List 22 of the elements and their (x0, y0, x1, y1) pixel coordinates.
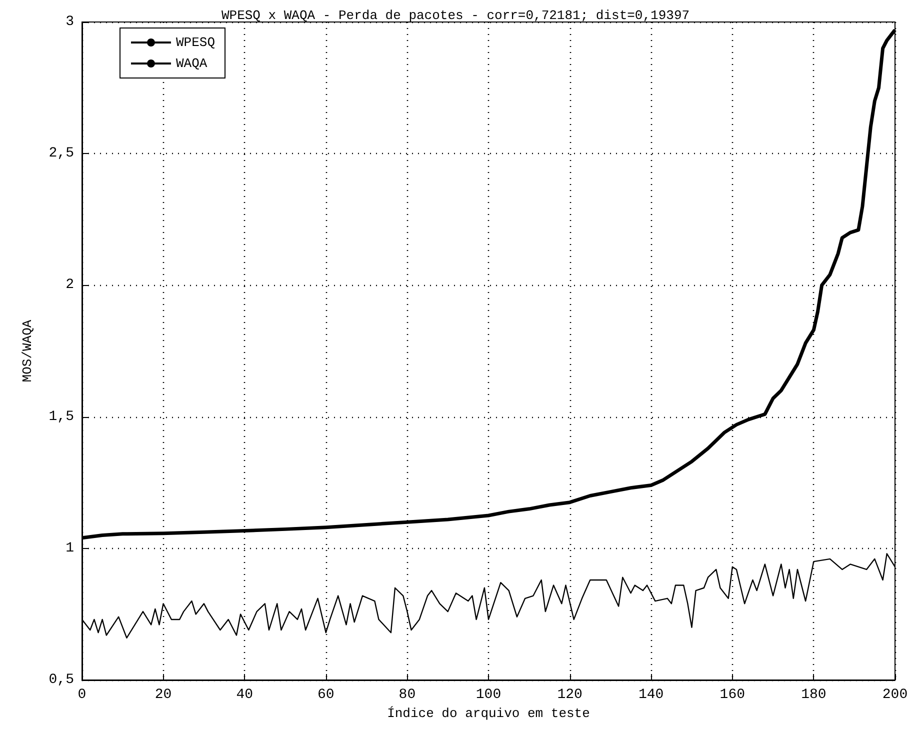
legend-label: WAQA (176, 56, 208, 71)
x-tick-label: 20 (154, 687, 172, 703)
legend-label: WPESQ (176, 35, 216, 50)
y-tick-label: 3 (66, 14, 74, 30)
x-tick-label: 100 (476, 687, 502, 703)
x-tick-label: 140 (638, 687, 664, 703)
y-tick-label: 1,5 (48, 408, 74, 425)
x-tick-label: 60 (317, 687, 334, 703)
y-tick-label: 1 (66, 540, 74, 556)
y-tick-label: 0,5 (48, 672, 74, 688)
x-tick-label: 160 (720, 687, 746, 703)
x-tick-label: 0 (78, 687, 86, 703)
x-tick-label: 80 (398, 687, 416, 703)
chart-title: WPESQ x WAQA - Perda de pacotes - corr=0,72181; dist=0,19397 (221, 8, 690, 23)
x-axis-title: Índice do arquivo em teste (387, 706, 590, 721)
y-tick-label: 2,5 (48, 146, 74, 162)
x-tick-label: 200 (882, 687, 908, 703)
x-tick-label: 120 (557, 687, 582, 703)
x-tick-label: 180 (801, 687, 826, 703)
x-tick-label: 40 (236, 687, 254, 703)
y-tick-label: 2 (66, 277, 74, 294)
y-axis-title: MOS/WAQA (20, 320, 35, 382)
